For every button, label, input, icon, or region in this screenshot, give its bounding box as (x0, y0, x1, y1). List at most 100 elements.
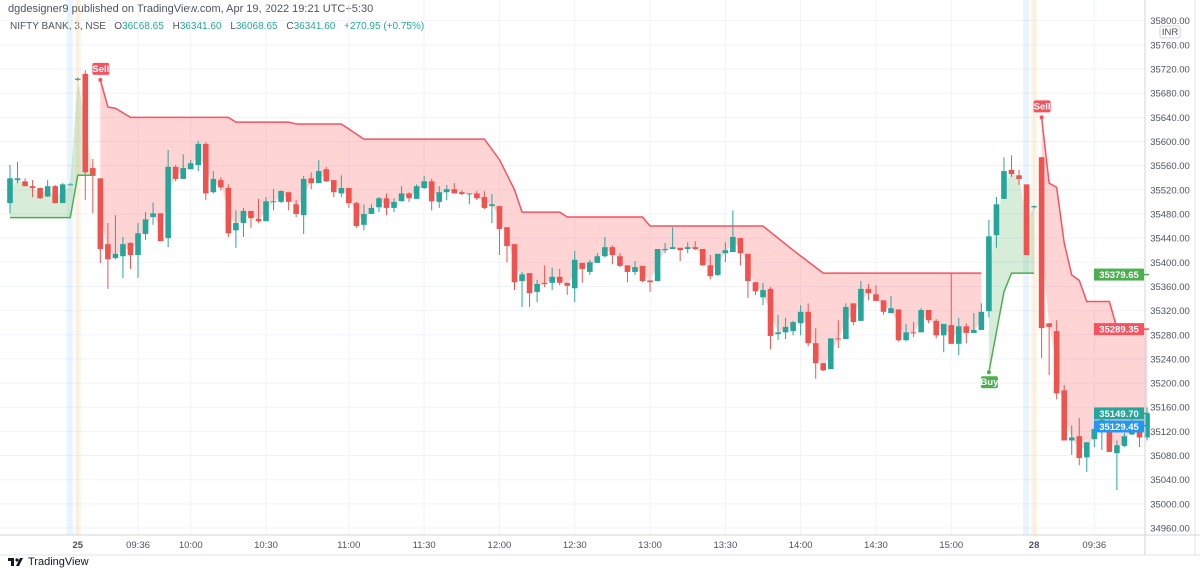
session-band-blue (66, 0, 73, 535)
candle-body (142, 219, 149, 234)
candle-up (270, 189, 277, 211)
candle-body (888, 308, 894, 314)
candle-body (767, 288, 774, 336)
price-label-text: 35129.45 (1099, 422, 1139, 433)
candle-down (406, 192, 412, 202)
candle-body (993, 204, 1000, 236)
candle-up (1083, 442, 1090, 472)
x-tick-label: 13:30 (713, 540, 737, 551)
candle-body (270, 201, 277, 203)
candle-down (172, 165, 179, 182)
y-tick-label: 35400.00 (1150, 258, 1190, 269)
candle-down (647, 280, 653, 292)
candle-body (760, 290, 766, 298)
candle-body (594, 256, 601, 263)
candle-up (587, 259, 593, 275)
candle-up (730, 210, 736, 253)
candle-down (346, 187, 352, 208)
candle-up (112, 215, 119, 260)
candle-body (135, 233, 141, 256)
candle-up (443, 184, 450, 201)
candle-body (556, 276, 563, 283)
candle-body (105, 244, 111, 260)
y-tick-label: 35080.00 (1150, 451, 1190, 462)
session-band-blue (1023, 0, 1030, 535)
high-value: 36341.60 (179, 21, 222, 32)
candle-body (451, 189, 458, 194)
candle-body (376, 198, 382, 208)
candle-body (120, 244, 126, 257)
candle-body (775, 332, 781, 335)
candle-down (127, 242, 134, 269)
candle-body (1068, 437, 1075, 441)
candle-up (858, 281, 864, 321)
candle-down (692, 241, 699, 251)
candle-down (1038, 157, 1045, 359)
x-tick-label: 12:30 (563, 540, 587, 551)
candle-down (963, 323, 970, 344)
candle-body (127, 242, 134, 256)
candle-down (481, 191, 488, 210)
low-value: 36068.65 (235, 21, 278, 32)
session-band-orange (74, 0, 81, 535)
candle-down (767, 287, 774, 350)
candle-down (308, 172, 314, 190)
candle-up (715, 253, 721, 277)
candle-down (428, 178, 435, 211)
candle-body (240, 210, 247, 224)
x-tick-label: 09:36 (126, 540, 150, 551)
currency-label: INR (1162, 27, 1179, 38)
candle-body (669, 247, 676, 249)
price-label: 35289.35 (1094, 323, 1149, 336)
candle-up (398, 186, 405, 202)
candle-body (255, 218, 262, 222)
candle-up (654, 248, 661, 282)
symbol-name[interactable]: NIFTY BANK, 3, NSE (10, 21, 106, 32)
buy-signal: Buy (980, 370, 999, 389)
candle-up (594, 253, 601, 263)
candle-down (624, 265, 631, 283)
candle-down (330, 180, 337, 198)
candle-body (910, 332, 917, 334)
candle-body (82, 73, 89, 173)
candle-down (835, 320, 842, 349)
candle-up (233, 210, 239, 248)
candle-up (790, 320, 796, 336)
candle-down (90, 158, 96, 214)
candle-body (248, 210, 254, 219)
candle-up (240, 207, 247, 237)
candle-body (684, 247, 691, 249)
candle-body (398, 193, 405, 202)
signal-dot (986, 370, 991, 375)
candle-body (602, 247, 608, 257)
candle-down (105, 223, 111, 289)
candle-body (805, 311, 811, 344)
candle-down (1016, 169, 1022, 185)
candle-body (955, 326, 962, 344)
candle-up (195, 140, 202, 172)
x-tick-label: 14:30 (864, 540, 888, 551)
candle-down (556, 268, 563, 286)
candle-body (812, 343, 819, 364)
candle-body (481, 197, 488, 208)
price-label-bg (1094, 268, 1144, 281)
candle-body (67, 184, 74, 186)
candle-down (609, 245, 616, 265)
candle-down (1076, 418, 1083, 466)
candle-down (202, 142, 209, 201)
y-tick-label: 35280.00 (1150, 330, 1190, 341)
supertrend-fill-down (1041, 117, 1148, 450)
candle-up (1068, 425, 1075, 455)
candle-down (805, 303, 811, 347)
candle-down (157, 213, 164, 242)
signal-dot (1039, 115, 1044, 120)
signal-badge (92, 62, 110, 75)
candle-body (323, 169, 330, 182)
candle-down (541, 265, 548, 288)
candle-body (90, 168, 96, 176)
candle-up (142, 212, 149, 240)
candle-body (315, 171, 322, 184)
y-tick-label: 34960.00 (1150, 524, 1190, 535)
candle-up (263, 197, 269, 222)
